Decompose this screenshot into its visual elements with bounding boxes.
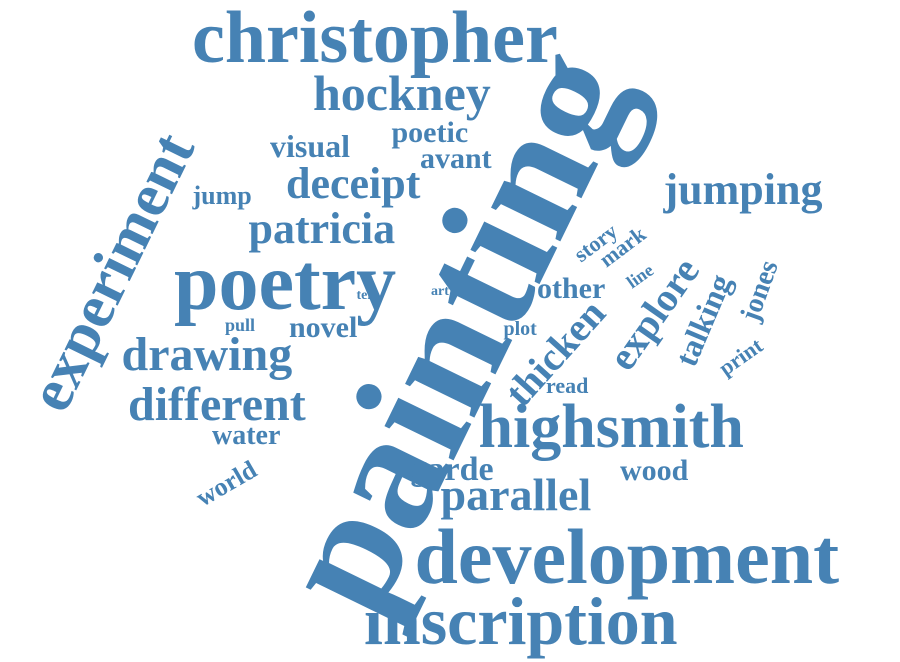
word-deceipt: deceipt — [286, 159, 421, 208]
word-wood: wood — [620, 454, 689, 487]
word-hockney: hockney — [313, 65, 491, 121]
word-avant: avant — [420, 142, 492, 175]
word-patricia: patricia — [248, 204, 396, 253]
word-parallel: parallel — [440, 469, 592, 520]
word-development: development — [414, 513, 840, 600]
word-pull: pull — [225, 315, 256, 335]
word-garde: garde — [410, 451, 494, 488]
word-inscription: inscription — [364, 583, 678, 659]
word-plot: plot — [503, 318, 537, 340]
word-water: water — [212, 420, 281, 451]
word-poetic: poetic — [391, 116, 469, 149]
word-world: world — [190, 454, 262, 513]
word-read: read — [546, 373, 589, 398]
word-different: different — [128, 378, 306, 431]
word-jones: jones — [734, 256, 785, 326]
word-jump: jump — [192, 181, 252, 210]
word-tell: tell — [356, 288, 376, 303]
word-jumping: jumping — [663, 165, 823, 214]
word-print: print — [713, 332, 768, 381]
word-christopher: christopher — [192, 0, 558, 79]
word-visual: visual — [270, 128, 351, 164]
word-drawing: drawing — [121, 328, 293, 381]
word-highsmith: highsmith — [478, 393, 744, 461]
word-other: other — [537, 272, 606, 305]
word-novel: novel — [289, 311, 358, 344]
word-poetry: poetry — [174, 239, 397, 327]
word-art: art — [431, 284, 449, 299]
